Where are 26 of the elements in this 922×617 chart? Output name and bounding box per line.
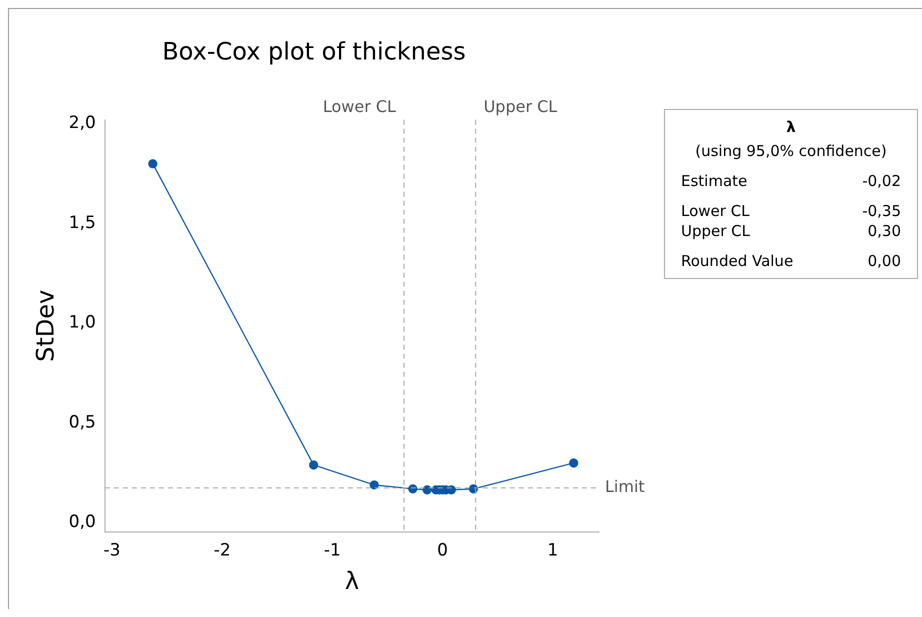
y-tick-label: 1,5: [68, 212, 96, 233]
text: Upper CL: [681, 222, 750, 240]
x-tick-label: -2: [214, 540, 231, 560]
text: Lower CL: [681, 202, 750, 220]
text: λ: [785, 118, 797, 136]
text: Estimate: [681, 172, 748, 190]
text: -0,35: [862, 202, 901, 220]
y-axis-title: StDev: [32, 290, 60, 362]
chart-title: Box-Cox plot of thickness: [162, 38, 466, 66]
y-tick-label: 1,0: [68, 312, 96, 333]
text: 0,30: [868, 222, 901, 240]
x-tick-label: -1: [324, 540, 341, 560]
x-axis-title: λ: [344, 566, 360, 595]
text: (using 95,0% confidence): [694, 142, 888, 160]
x-tick-label: -3: [104, 540, 120, 560]
x-tick-label: 1: [547, 540, 558, 560]
x-tick-label: 0: [437, 540, 448, 560]
ref-line-label: Limit: [605, 477, 645, 496]
y-tick-label: 0,5: [68, 412, 96, 432]
y-tick-label: 2,0: [68, 113, 96, 134]
ref-line-label: Lower CL: [322, 96, 396, 116]
text: -0,02: [862, 172, 901, 190]
text: 0,00: [868, 252, 901, 270]
text: Rounded Value: [681, 252, 794, 270]
ref-line-label: Upper CL: [484, 96, 558, 116]
y-tick-label: 0,0: [68, 512, 96, 532]
